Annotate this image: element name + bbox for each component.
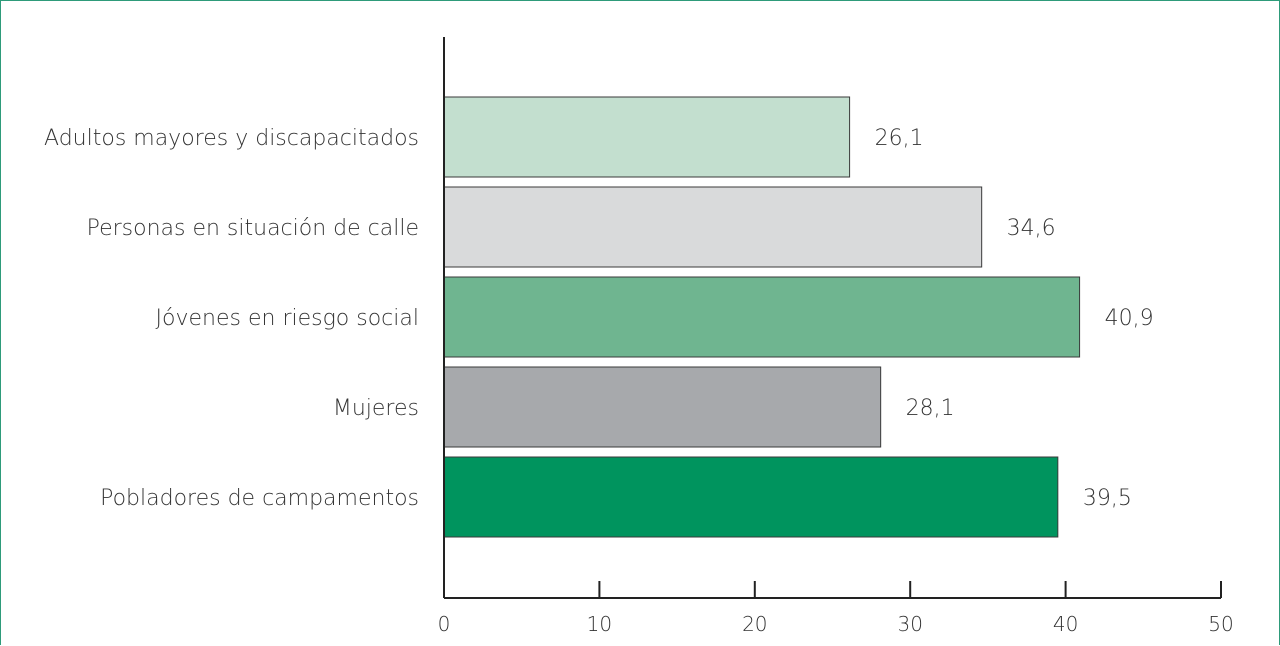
bar-3 xyxy=(443,276,1081,358)
x-tick-label: 30 xyxy=(897,612,922,636)
bar-5 xyxy=(443,456,1059,538)
bar-2 xyxy=(443,186,983,268)
x-tick-label: 20 xyxy=(742,612,767,636)
category-label: Adultos mayores y discapacitados xyxy=(44,126,419,151)
bar-1 xyxy=(443,96,851,178)
value-label: 28,1 xyxy=(906,396,955,421)
x-tick-label: 10 xyxy=(587,612,612,636)
value-label: 34,6 xyxy=(1007,216,1056,241)
bar-4 xyxy=(443,366,882,448)
axes-group xyxy=(443,37,1222,599)
value-label: 26,1 xyxy=(875,126,924,151)
labels-group: Adultos mayores y discapacitados 26,1 Pers… xyxy=(44,126,1234,636)
category-label: Jóvenes en riesgo social xyxy=(156,306,419,331)
category-label: Personas en situación de calle xyxy=(87,216,419,241)
x-tick-label: 40 xyxy=(1053,612,1078,636)
x-tick-label: 0 xyxy=(438,612,451,636)
category-label: Pobladores de campamentos xyxy=(100,486,419,511)
value-label: 39,5 xyxy=(1083,486,1132,511)
x-tick-label: 50 xyxy=(1208,612,1233,636)
bars-group xyxy=(443,96,1081,538)
value-label: 40,9 xyxy=(1105,306,1154,331)
category-label: Mujeres xyxy=(333,396,419,421)
